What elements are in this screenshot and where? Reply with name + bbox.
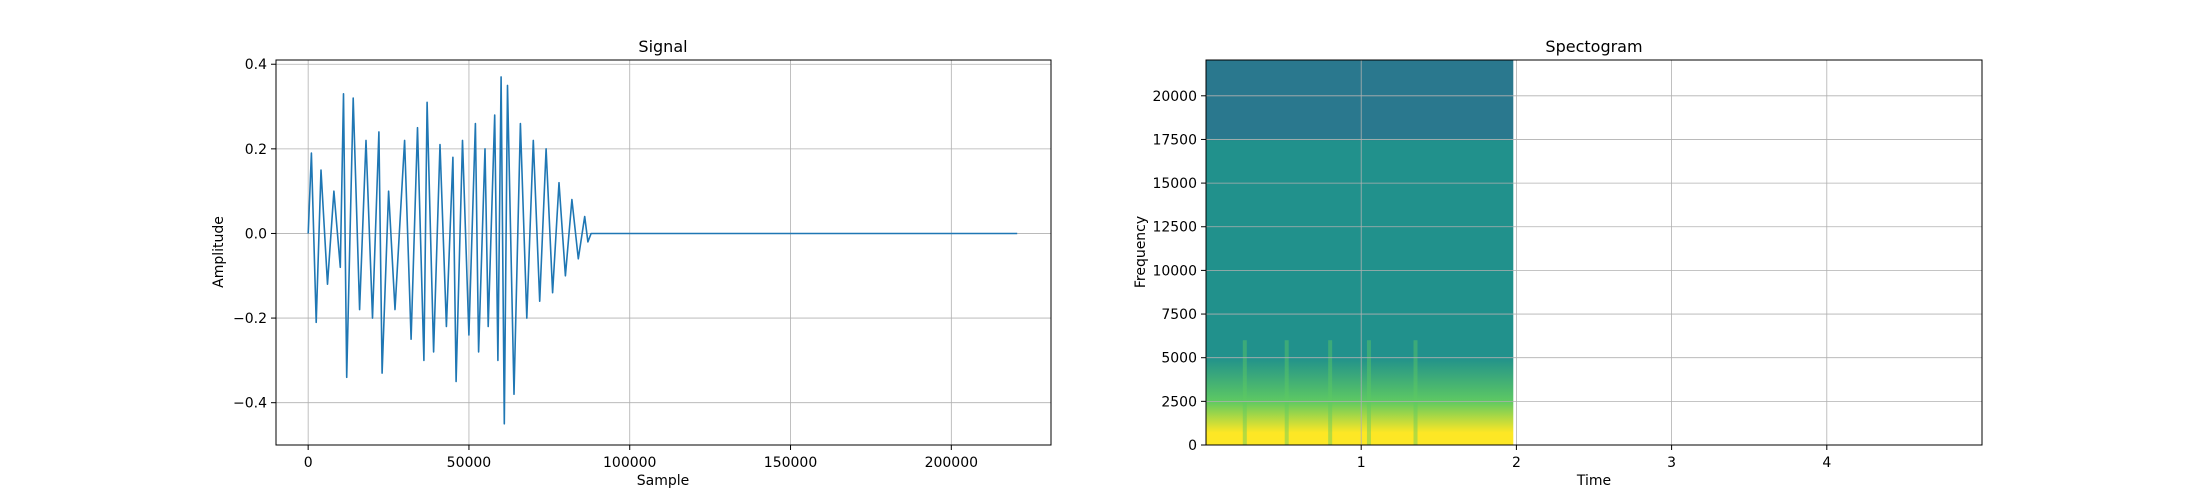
signal-line bbox=[307, 76, 1018, 425]
signal-ytick-label: −0.2 bbox=[233, 311, 267, 327]
signal-ytick-label: 0.4 bbox=[245, 57, 267, 73]
spectrogram-burst bbox=[1413, 340, 1418, 445]
spectrogram-ytick-label: 7500 bbox=[1161, 307, 1197, 323]
spectrogram-burst bbox=[1366, 340, 1371, 445]
spectrogram-xlabel: Time bbox=[1576, 473, 1611, 489]
spectrogram-xtick-label: 1 bbox=[1357, 455, 1366, 471]
signal-axes-frame bbox=[275, 59, 1052, 446]
signal-xtick-label: 0 bbox=[304, 455, 313, 471]
spectrogram-heatmap bbox=[1206, 60, 1514, 445]
spectrogram-ticks: 1 2 3 4 0 2500 5000 7500 10000 12500 15000 17500 200… bbox=[1152, 89, 1831, 471]
spectrogram-burst bbox=[1328, 340, 1333, 445]
spectrogram-ytick-label: 10000 bbox=[1152, 263, 1197, 279]
signal-ticks: 0 50000 100000 150000 200000 −0.4 −0.2 0.0 0.2 0.… bbox=[233, 57, 978, 471]
signal-series bbox=[307, 76, 1018, 425]
spectrogram-ytick-label: 17500 bbox=[1152, 132, 1197, 148]
signal-ytick-label: 0.0 bbox=[245, 226, 267, 242]
spectrogram-image bbox=[1206, 60, 1514, 445]
signal-xtick-label: 50000 bbox=[447, 455, 492, 471]
signal-ylabel: Amplitude bbox=[211, 216, 227, 288]
signal-plot: Signal 0 50000 100000 150000 200000−0.4−0.20… bbox=[211, 37, 1052, 489]
spectrogram-ytick-label: 12500 bbox=[1152, 220, 1197, 236]
signal-xtick-label: 150000 bbox=[764, 455, 817, 471]
spectrogram-ytick-label: 5000 bbox=[1161, 351, 1197, 367]
spectrogram-plot: Spectogram 1 2 3 4 0 2500 5000 7500 10000 12500 15… bbox=[1133, 37, 1983, 489]
signal-xtick-label: 100000 bbox=[603, 455, 656, 471]
spectrogram-axes-frame bbox=[1205, 59, 1983, 446]
signal-title: Signal bbox=[638, 37, 687, 56]
signal-grid bbox=[276, 60, 1051, 445]
spectrogram-title: Spectogram bbox=[1545, 37, 1642, 56]
signal-ytick-label: −0.4 bbox=[233, 396, 267, 412]
signal-xtick-label: 200000 bbox=[925, 455, 978, 471]
spectrogram-ytick-label: 20000 bbox=[1152, 89, 1197, 105]
spectrogram-burst bbox=[1284, 340, 1289, 445]
spectrogram-ytick-label: 15000 bbox=[1152, 176, 1197, 192]
spectrogram-xtick-label: 3 bbox=[1667, 455, 1676, 471]
spectrogram-ytick-label: 0 bbox=[1188, 438, 1197, 454]
spectrogram-ytick-label: 2500 bbox=[1161, 394, 1197, 410]
spectrogram-xtick-label: 4 bbox=[1822, 455, 1831, 471]
spectrogram-xtick-label: 2 bbox=[1512, 455, 1521, 471]
spectrogram-burst bbox=[1242, 340, 1247, 445]
signal-ytick-label: 0.2 bbox=[245, 142, 267, 158]
spectrogram-ylabel: Frequency bbox=[1133, 216, 1149, 288]
signal-xlabel: Sample bbox=[637, 473, 690, 489]
